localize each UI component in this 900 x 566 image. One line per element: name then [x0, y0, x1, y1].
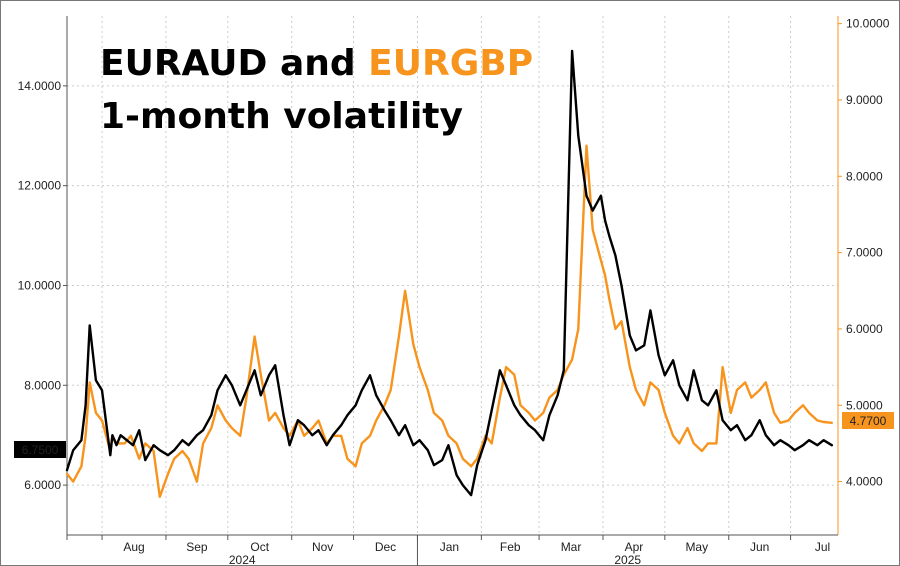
x-axis-ticks: Aug Sep Oct Nov Dec Jan Feb Mar Apr May Jun Jul 2024… — [66, 535, 830, 566]
x-tick-label: Jan — [440, 540, 459, 554]
x-tick-label: Mar — [561, 540, 582, 554]
x-tick-label: May — [685, 540, 708, 554]
x-tick-label: Jul — [815, 540, 830, 554]
last-value-labels: 6.7500 4.7700 — [14, 412, 894, 458]
year-label-2025: 2025 — [614, 553, 641, 566]
x-tick-label: Aug — [123, 540, 144, 554]
axis-layer — [66, 16, 839, 536]
x-tick-label: Nov — [312, 540, 333, 554]
title-part-eurgbp: EURGBP — [368, 43, 533, 84]
x-tick-label: Feb — [500, 540, 521, 554]
x-tick-label: Jun — [750, 540, 769, 554]
right-tick-label: 8.0000 — [846, 169, 883, 183]
left-tick-label: 10.0000 — [18, 278, 62, 292]
x-tick-label: Sep — [186, 540, 208, 554]
title-line-2: 1-month volatility — [100, 96, 463, 137]
x-tick-label: Dec — [375, 540, 396, 554]
x-tick-label: Oct — [250, 540, 269, 554]
series-layer — [65, 49, 833, 498]
euraud-last-value-text: 6.7500 — [22, 443, 59, 457]
grid-layer — [66, 16, 838, 535]
left-tick-label: 14.0000 — [18, 79, 62, 93]
right-tick-label: 4.0000 — [846, 475, 883, 489]
series-line-euraud — [65, 49, 833, 497]
euraud-last-value-badge — [14, 441, 66, 458]
title-part-euraud: EURAUD and — [100, 43, 368, 84]
left-tick-label: 12.0000 — [18, 179, 62, 193]
right-tick-label: 9.0000 — [846, 93, 883, 107]
x-tick-label: Apr — [625, 540, 644, 554]
year-label-2024: 2024 — [229, 553, 256, 566]
left-tick-label: 6.0000 — [24, 478, 61, 492]
eurgbp-last-value-text: 4.7700 — [850, 414, 887, 428]
right-tick-label: 6.0000 — [846, 322, 883, 336]
right-axis-ticks: 4.0000 5.0000 6.0000 7.0000 8.0000 9.0000 10.0… — [838, 17, 890, 489]
right-tick-label: 5.0000 — [846, 398, 883, 412]
left-tick-label: 8.0000 — [24, 378, 61, 392]
right-tick-label: 7.0000 — [846, 246, 883, 260]
right-tick-label: 10.0000 — [846, 17, 890, 31]
left-axis-ticks: 6.0000 8.0000 10.0000 12.0000 14.0000 — [18, 79, 67, 492]
series-line-eurgbp — [65, 144, 833, 498]
title-line-1: EURAUD and EURGBP — [100, 43, 533, 84]
chart-title: EURAUD and EURGBP 1-month volatility — [100, 43, 533, 137]
eurgbp-last-value-badge — [842, 412, 894, 429]
